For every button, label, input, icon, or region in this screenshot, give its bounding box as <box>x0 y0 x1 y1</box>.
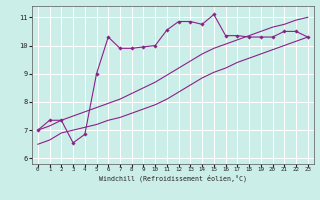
X-axis label: Windchill (Refroidissement éolien,°C): Windchill (Refroidissement éolien,°C) <box>99 175 247 182</box>
